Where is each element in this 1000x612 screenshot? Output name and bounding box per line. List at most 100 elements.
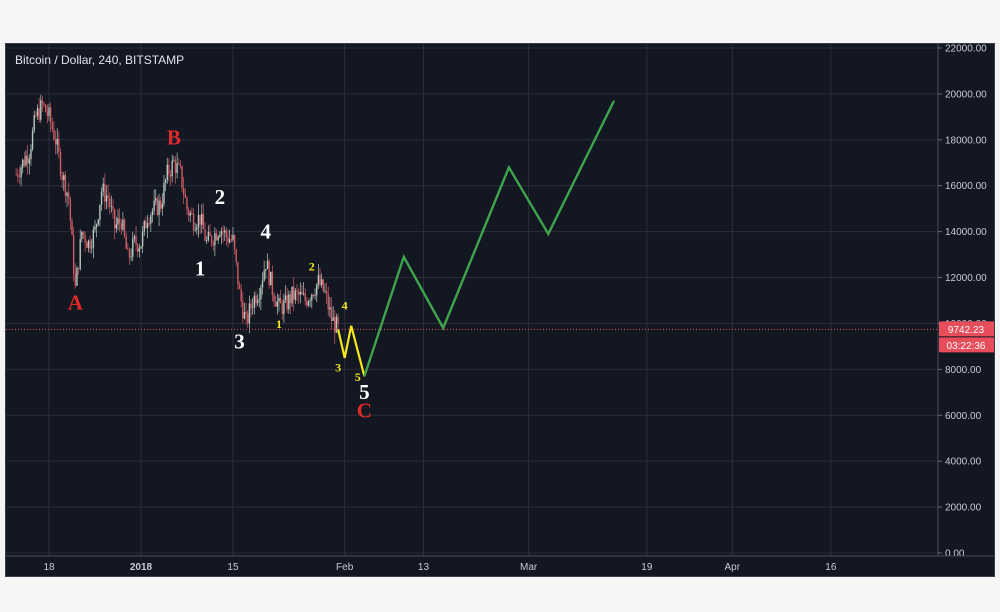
candle-body	[278, 298, 280, 302]
candle-body	[15, 174, 17, 176]
candle-body	[71, 220, 73, 235]
candle-body	[140, 246, 142, 249]
candle-body	[171, 160, 173, 177]
candle-body	[222, 231, 224, 233]
candle-body	[191, 212, 193, 214]
candle-body	[214, 233, 216, 246]
candle-body	[35, 115, 37, 117]
price-axis[interactable]: 0.002000.004000.006000.008000.0010000.00…	[937, 44, 987, 560]
candle-body	[136, 244, 139, 252]
candle-body	[95, 224, 98, 228]
chart-panel[interactable]: A B C 1 2 3 4 5 1 2 3 4 5 0.00 2000.00 4000.00 6000.00 8…	[5, 43, 995, 577]
candle-body	[118, 218, 121, 224]
candle-body	[74, 273, 76, 286]
candle-body	[204, 229, 206, 241]
candle-body	[297, 291, 300, 295]
candle-body	[296, 290, 298, 292]
candle-body	[104, 183, 106, 202]
time-tick-label: Mar	[520, 562, 538, 573]
time-tick-label: 18	[43, 562, 55, 573]
candle-body	[187, 209, 190, 216]
wave-label-red: B	[167, 125, 181, 149]
candle-body	[312, 294, 315, 296]
candle-body	[166, 164, 168, 180]
candle-body	[61, 175, 63, 181]
candle-body	[25, 155, 27, 166]
candle-body	[202, 213, 205, 230]
candle-body	[199, 214, 201, 225]
candle-body	[161, 203, 164, 209]
candle-body	[33, 115, 35, 131]
candle-body	[289, 294, 292, 304]
candle-body	[265, 269, 267, 271]
candle-body	[284, 295, 287, 301]
top-band	[0, 0, 1000, 43]
candle-body	[256, 300, 259, 304]
candle-body	[153, 200, 155, 211]
price-tick-label: 14000.00	[945, 227, 987, 238]
candle-body	[232, 235, 234, 240]
candle-body	[179, 163, 182, 167]
candle-body	[105, 195, 108, 202]
candle-body	[26, 155, 29, 164]
candle-body	[164, 179, 167, 184]
candle-body	[99, 204, 101, 220]
candle-body	[253, 295, 256, 308]
candle-body	[337, 316, 339, 324]
candle-body	[314, 295, 316, 296]
candle-body	[133, 236, 136, 239]
candle-body	[94, 227, 96, 230]
candle-body	[77, 267, 80, 269]
candle-body	[324, 290, 326, 292]
price-chart[interactable]: A B C 1 2 3 4 5 1 2 3 4 5 0.00 2000.00 4000.00 6000.00 8…	[6, 44, 995, 577]
time-tick-label: Apr	[724, 562, 740, 573]
candle-body	[302, 293, 305, 295]
candle-body	[299, 291, 302, 295]
candle-body	[330, 307, 333, 322]
candle-body	[22, 159, 24, 168]
candle-body	[43, 103, 45, 106]
candle-body	[207, 232, 210, 241]
candle-body	[169, 174, 172, 177]
candle-body	[150, 215, 152, 224]
candle-body	[56, 138, 58, 145]
countdown-badge-value: 03:22:36	[947, 341, 986, 352]
candle-body	[194, 229, 196, 231]
wave-label-white: 5	[359, 380, 370, 404]
candle-body	[143, 221, 145, 232]
candle-body	[186, 197, 188, 210]
candle-body	[320, 279, 323, 285]
candle-body	[309, 300, 311, 302]
time-axis[interactable]: 18 2018 15 Feb 13 Mar 19 Apr 16	[6, 555, 995, 573]
candle-body	[209, 232, 211, 236]
candle-body	[148, 223, 150, 225]
candle-body	[63, 175, 65, 181]
candle-body	[251, 307, 254, 309]
candle-body	[151, 210, 154, 216]
candle-body	[130, 256, 132, 258]
candle-body	[30, 149, 32, 160]
candle-body	[115, 224, 118, 229]
time-tick-label: 13	[418, 562, 430, 573]
candle-body	[304, 293, 306, 302]
price-badge-bg	[939, 321, 994, 337]
candle-body	[72, 234, 75, 274]
candle-body	[233, 235, 236, 250]
candle-body	[138, 248, 141, 252]
candle-body	[114, 209, 116, 229]
price-tick-label: 2000.00	[945, 503, 982, 514]
candle-body	[145, 221, 147, 229]
candle-body	[322, 279, 324, 292]
candle-body	[247, 313, 249, 324]
candle-body	[132, 238, 134, 257]
candle-body	[82, 231, 85, 235]
candle-body	[176, 163, 178, 174]
grid-lines	[6, 44, 938, 556]
candle-body	[38, 108, 40, 120]
price-tick-label: 6000.00	[945, 411, 982, 422]
wave-label-red: C	[357, 399, 372, 423]
candle-body	[122, 219, 124, 230]
candle-body	[97, 219, 99, 225]
candle-body	[89, 240, 91, 249]
candle-body	[87, 240, 90, 248]
